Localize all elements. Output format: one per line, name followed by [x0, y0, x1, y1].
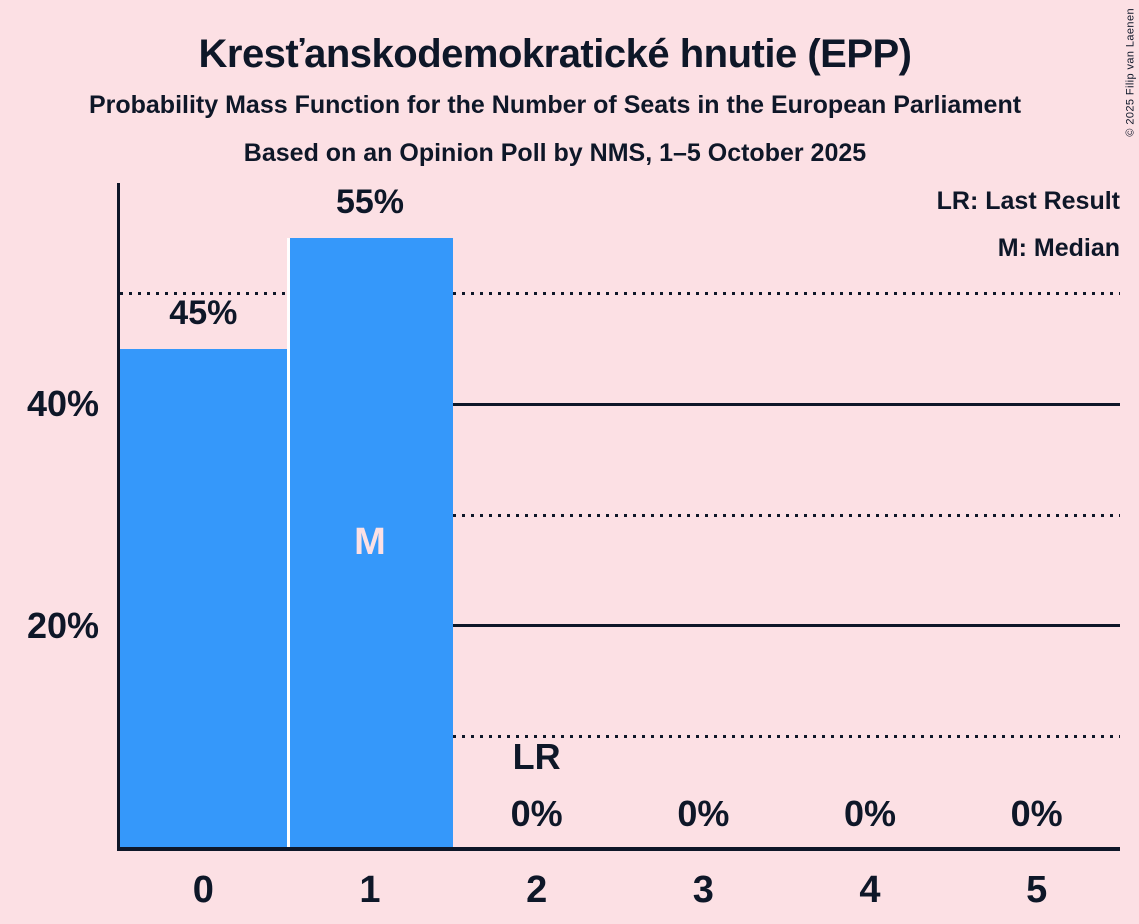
- legend: LR: Last Result M: Median: [937, 178, 1120, 272]
- chart-title: Kresťanskodemokratické hnutie (EPP): [198, 32, 912, 76]
- legend-median: M: Median: [997, 234, 1120, 262]
- zero-value-label-3: 0%: [677, 793, 730, 834]
- last-result-marker: LR: [512, 736, 561, 777]
- bar-seats-1: [286, 238, 454, 847]
- plot-area: 45% 55% 0% 0% 0% 0% M LR: [120, 183, 1120, 847]
- median-marker: M: [354, 521, 386, 564]
- x-tick-label-2: 2: [526, 869, 548, 911]
- zero-value-label-2: 0%: [510, 793, 563, 834]
- y-tick-label-40pct: 40%: [26, 383, 99, 425]
- poll-source-line: Based on an Opinion Poll by NMS, 1–5 Oct…: [243, 139, 867, 167]
- bar-value-label-0: 45%: [169, 294, 238, 332]
- zero-value-label-5: 0%: [1010, 793, 1063, 834]
- chart-subtitle: Probability Mass Function for the Number…: [88, 91, 1022, 119]
- gridline-10pct: [120, 734, 1120, 738]
- zero-value-label-4: 0%: [843, 793, 896, 834]
- x-tick-label-3: 3: [692, 869, 714, 911]
- copyright-notice: © 2025 Filip van Laenen: [1125, 8, 1137, 137]
- gridline-40pct: [120, 402, 1120, 406]
- bar-seats-0: [120, 349, 287, 847]
- gridline-50pct: [120, 292, 1120, 296]
- gridline-20pct: [120, 624, 1120, 628]
- x-axis-line: [117, 847, 1120, 851]
- y-tick-label-20pct: 20%: [26, 604, 99, 646]
- bar-value-label-1: 55%: [335, 183, 405, 222]
- x-tick-label-0: 0: [192, 869, 214, 911]
- legend-last-result: LR: Last Result: [936, 187, 1120, 215]
- y-axis-line: [117, 183, 120, 851]
- x-tick-label-5: 5: [1026, 869, 1048, 911]
- x-tick-label-4: 4: [859, 869, 881, 911]
- gridline-30pct: [120, 513, 1120, 517]
- x-tick-label-1: 1: [359, 869, 381, 911]
